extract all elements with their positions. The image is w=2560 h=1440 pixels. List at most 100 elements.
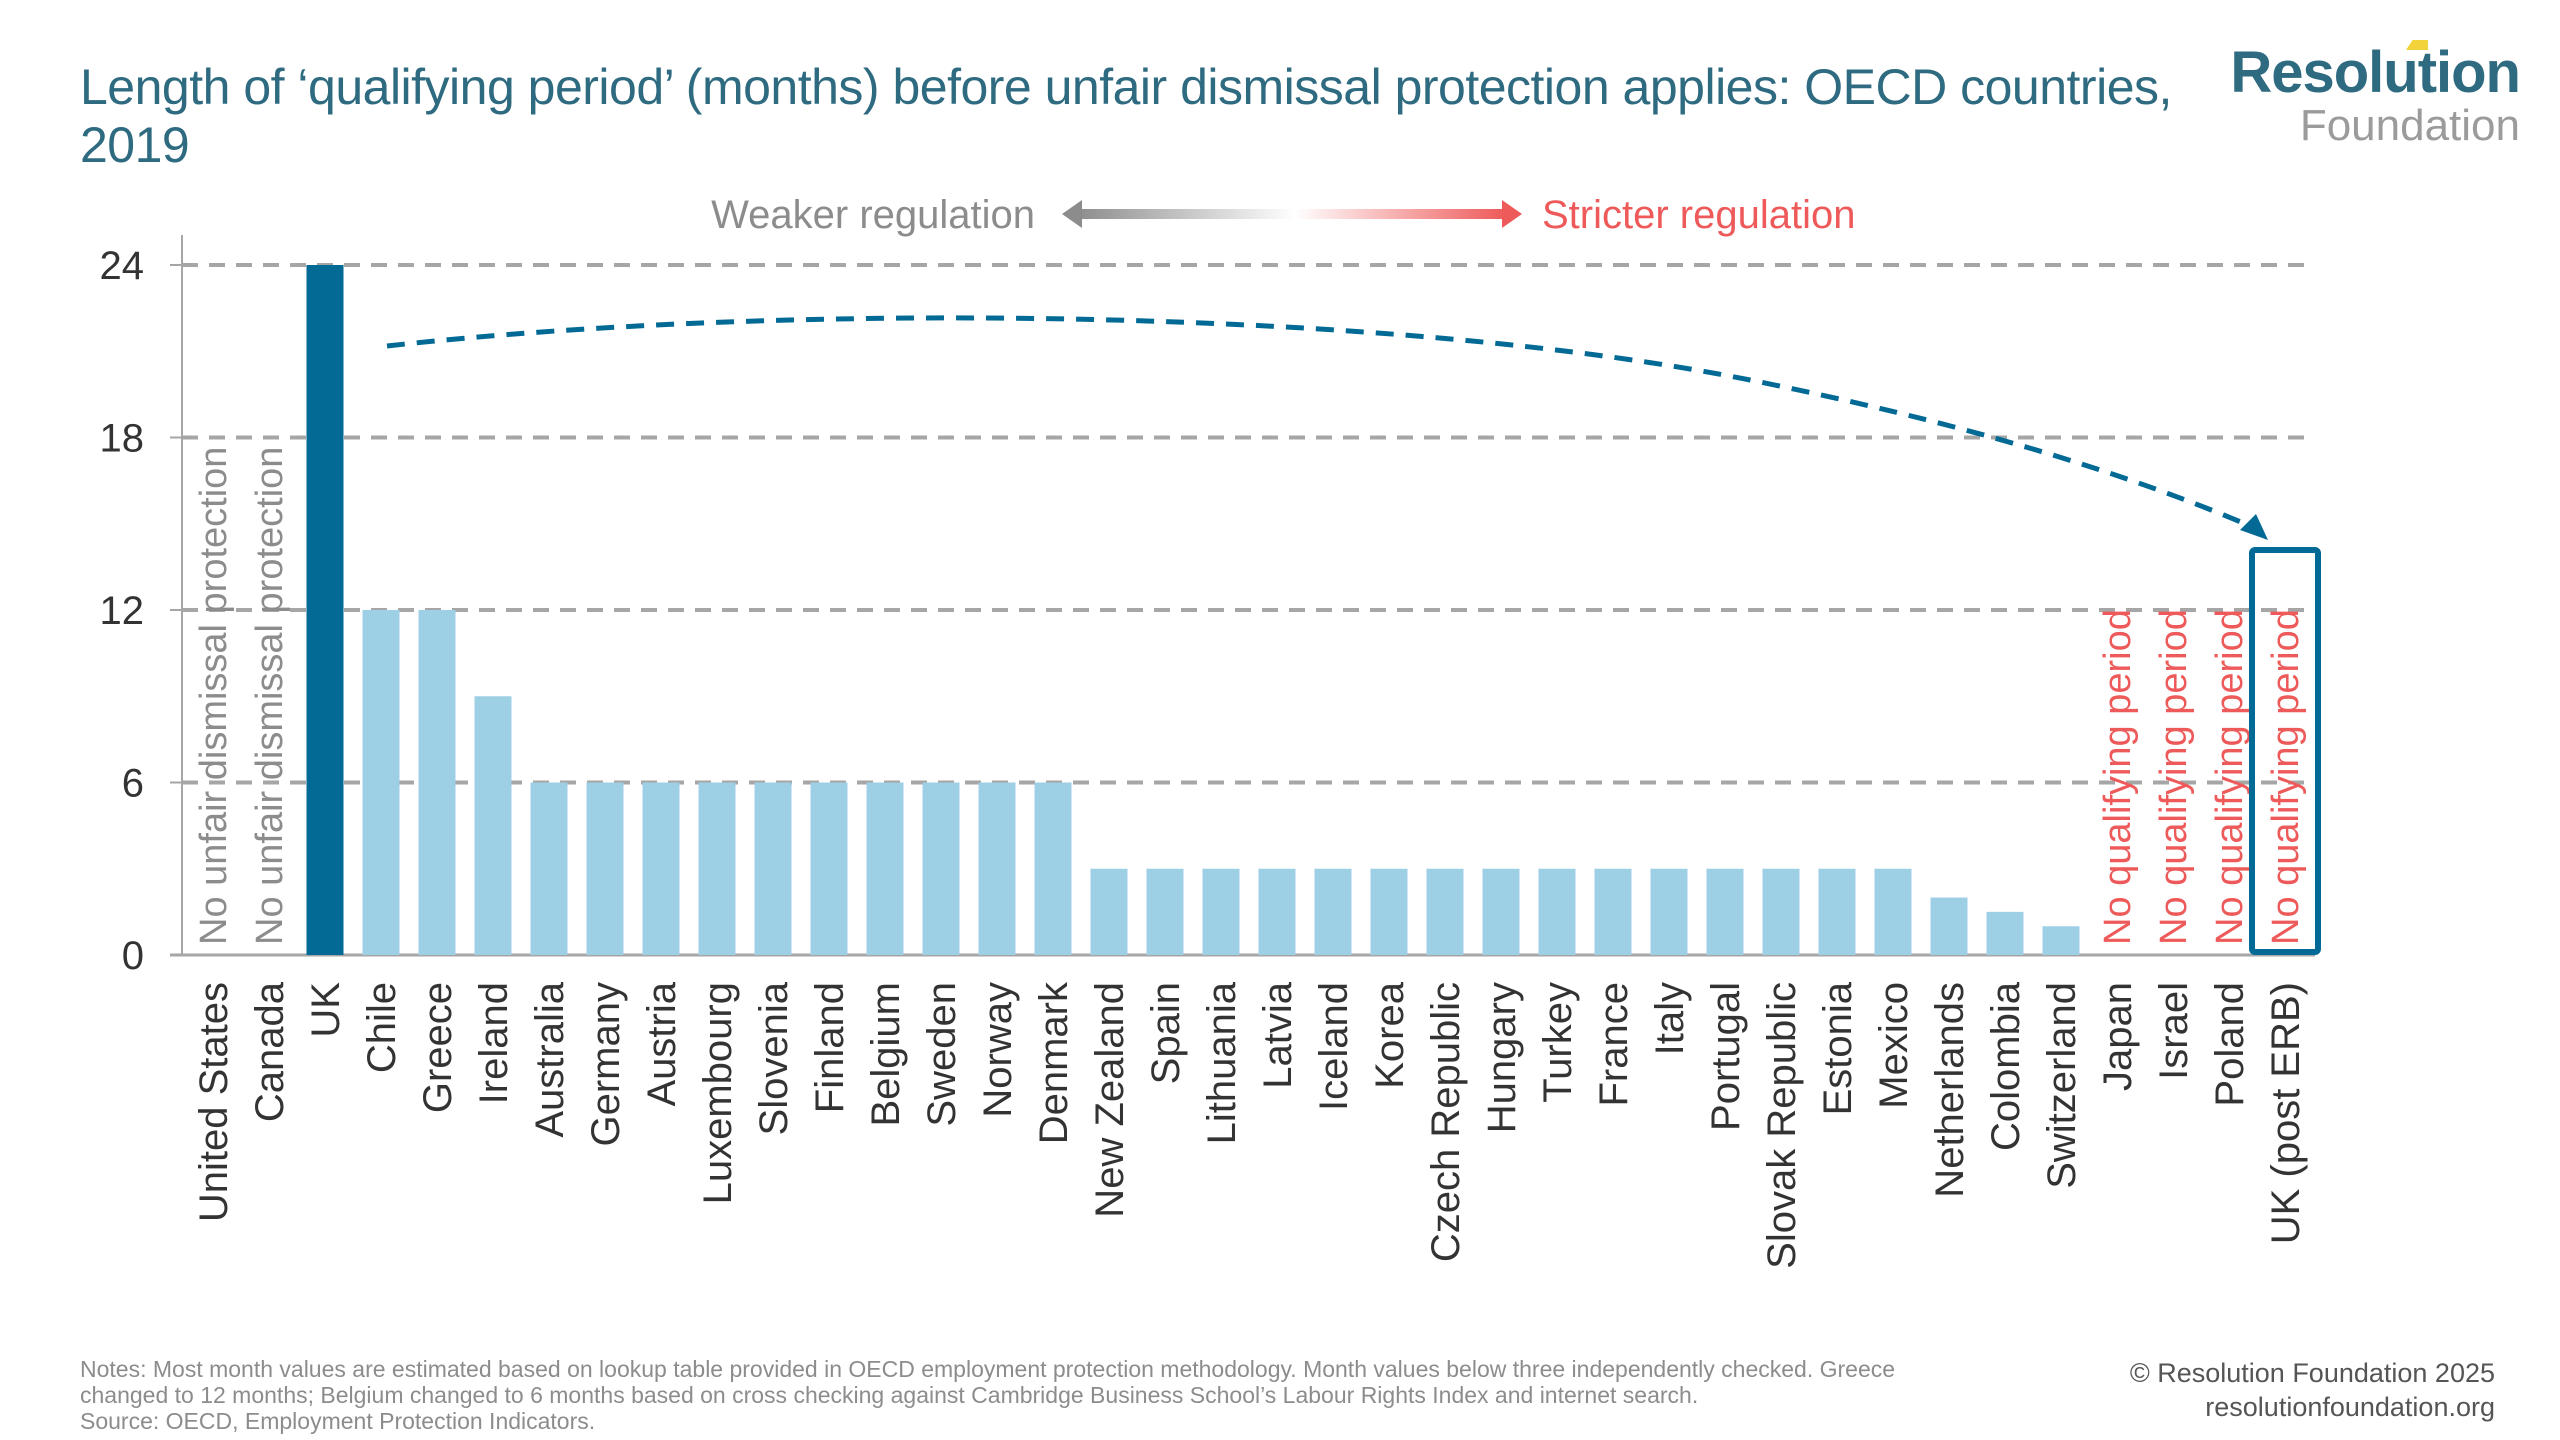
x-tick-label: Spain — [1144, 982, 1188, 1084]
resolution-foundation-logo: Resolution Foundation — [2230, 40, 2521, 150]
footer-notes: Notes: Most month values are estimated b… — [80, 1356, 2040, 1434]
x-tick-label: Mexico — [1872, 982, 1916, 1109]
bar-slovenia — [754, 782, 792, 955]
bar-norway — [978, 782, 1016, 955]
bar-germany — [586, 782, 624, 955]
x-tick-label: Switzerland — [2040, 982, 2084, 1189]
x-tick-label: Poland — [2208, 982, 2252, 1107]
x-tick-label: Finland — [808, 982, 852, 1113]
x-tick-label: Slovenia — [752, 981, 796, 1135]
x-tick-label: Iceland — [1312, 982, 1356, 1111]
footer-credit: © Resolution Foundation 2025 resolutionf… — [2130, 1356, 2495, 1424]
bar-finland — [810, 782, 848, 955]
x-tick-label: Italy — [1648, 982, 1692, 1055]
bar-spain — [1146, 868, 1184, 955]
bar-lithuania — [1202, 868, 1240, 955]
logo-wordmark-bottom: Foundation — [2299, 101, 2520, 150]
bar-netherlands — [1930, 897, 1968, 955]
x-tick-label: Estonia — [1816, 981, 1860, 1115]
bar-australia — [530, 782, 568, 955]
bar-luxembourg — [698, 782, 736, 955]
bar-portugal — [1706, 868, 1744, 955]
x-tick-label: Latvia — [1256, 981, 1300, 1088]
bar-hungary — [1482, 868, 1520, 955]
bar-chile — [362, 610, 400, 955]
y-tick-label: 0 — [122, 934, 144, 978]
y-tick-label: 6 — [122, 762, 144, 806]
bar-ireland — [474, 696, 512, 955]
x-tick-label: Ireland — [472, 982, 516, 1104]
no-qualifying-period-label: No qualifying period — [2097, 609, 2139, 945]
logo-accent-icon — [2406, 40, 2428, 50]
y-tick-label: 24 — [100, 244, 145, 288]
no-qualifying-period-label: No qualifying period — [2265, 609, 2307, 945]
website-link[interactable]: resolutionfoundation.org — [2205, 1392, 2495, 1422]
arrow-left-icon — [1062, 200, 1295, 228]
x-tick-label: Australia — [528, 981, 572, 1137]
x-tick-label: Korea — [1368, 981, 1412, 1088]
x-tick-label: Slovak Republic — [1760, 982, 1804, 1269]
x-tick-label: Japan — [2096, 982, 2140, 1091]
bar-annotations: No unfair dismissal protection No unfair … — [193, 447, 2321, 955]
x-tick-label: Greece — [416, 982, 460, 1113]
arrow-right-icon — [1295, 200, 1522, 228]
bar-new-zealand — [1090, 868, 1128, 955]
x-tick-label: Turkey — [1536, 982, 1580, 1103]
x-tick-label: France — [1592, 982, 1636, 1107]
x-tick-label: Denmark — [1032, 981, 1076, 1144]
copyright: © Resolution Foundation 2025 — [2129, 1358, 2495, 1388]
x-tick-label: UK (post ERB) — [2264, 982, 2308, 1244]
bar-mexico — [1874, 868, 1912, 955]
x-tick-label: Germany — [584, 982, 628, 1147]
bars — [306, 265, 2080, 955]
x-tick-label: Norway — [976, 982, 1020, 1118]
bar-turkey — [1538, 868, 1576, 955]
x-tick-label: UK — [304, 982, 348, 1038]
bar-switzerland — [2042, 926, 2080, 955]
bar-korea — [1370, 868, 1408, 955]
bar-greece — [418, 610, 456, 955]
legend-stricter-label: Stricter regulation — [1542, 193, 1855, 237]
x-tick-label: Portugal — [1704, 982, 1748, 1131]
bar-austria — [642, 782, 680, 955]
notes-line-1: Notes: Most month values are estimated b… — [80, 1356, 1896, 1382]
bar-belgium — [866, 782, 904, 955]
bar-italy — [1650, 868, 1688, 955]
notes-line-2: changed to 12 months; Belgium changed to… — [80, 1382, 1699, 1408]
x-tick-label: Hungary — [1480, 982, 1524, 1133]
bar-estonia — [1818, 868, 1856, 955]
no-protection-label: No unfair dismissal protection — [249, 447, 291, 945]
source-line: Source: OECD, Employment Protection Indi… — [80, 1408, 596, 1434]
bar-latvia — [1258, 868, 1296, 955]
x-tick-label: Sweden — [920, 982, 964, 1127]
x-tick-label: Canada — [248, 981, 292, 1122]
bar-iceland — [1314, 868, 1352, 955]
x-tick-label: Chile — [360, 982, 404, 1073]
bar-czech-republic — [1426, 868, 1464, 955]
x-tick-label: Luxembourg — [696, 982, 740, 1204]
dashed-curve-arrow — [386, 315, 2256, 531]
x-tick-label: Czech Republic — [1424, 982, 1468, 1262]
legend-weaker-label: Weaker regulation — [711, 193, 1035, 237]
regulation-legend: Weaker regulation Stricter regulation — [711, 193, 1855, 237]
no-qualifying-period-label: No qualifying period — [2153, 609, 2195, 945]
bar-slovak-republic — [1762, 868, 1800, 955]
x-tick-label: Netherlands — [1928, 982, 1972, 1198]
chart-title: Length of ‘qualifying period’ (months) b… — [80, 59, 2172, 173]
x-tick-label: Lithuania — [1200, 981, 1244, 1144]
x-tick-label: New Zealand — [1088, 982, 1132, 1218]
bar-uk — [306, 265, 344, 955]
x-tick-label: Belgium — [864, 982, 908, 1127]
x-tick-label: United States — [192, 982, 236, 1222]
y-tick-label: 18 — [100, 417, 145, 461]
no-qualifying-period-label: No qualifying period — [2209, 609, 2251, 945]
x-tick-label: Israel — [2152, 982, 2196, 1080]
logo-top-text: Resolution — [2230, 40, 2521, 105]
bar-france — [1594, 868, 1632, 955]
bar-denmark — [1034, 782, 1072, 955]
highlight-box — [2249, 547, 2321, 955]
logo-wordmark-top: Resolution — [2230, 40, 2521, 102]
no-protection-label: No unfair dismissal protection — [193, 447, 235, 945]
x-tick-label: Austria — [640, 981, 684, 1106]
